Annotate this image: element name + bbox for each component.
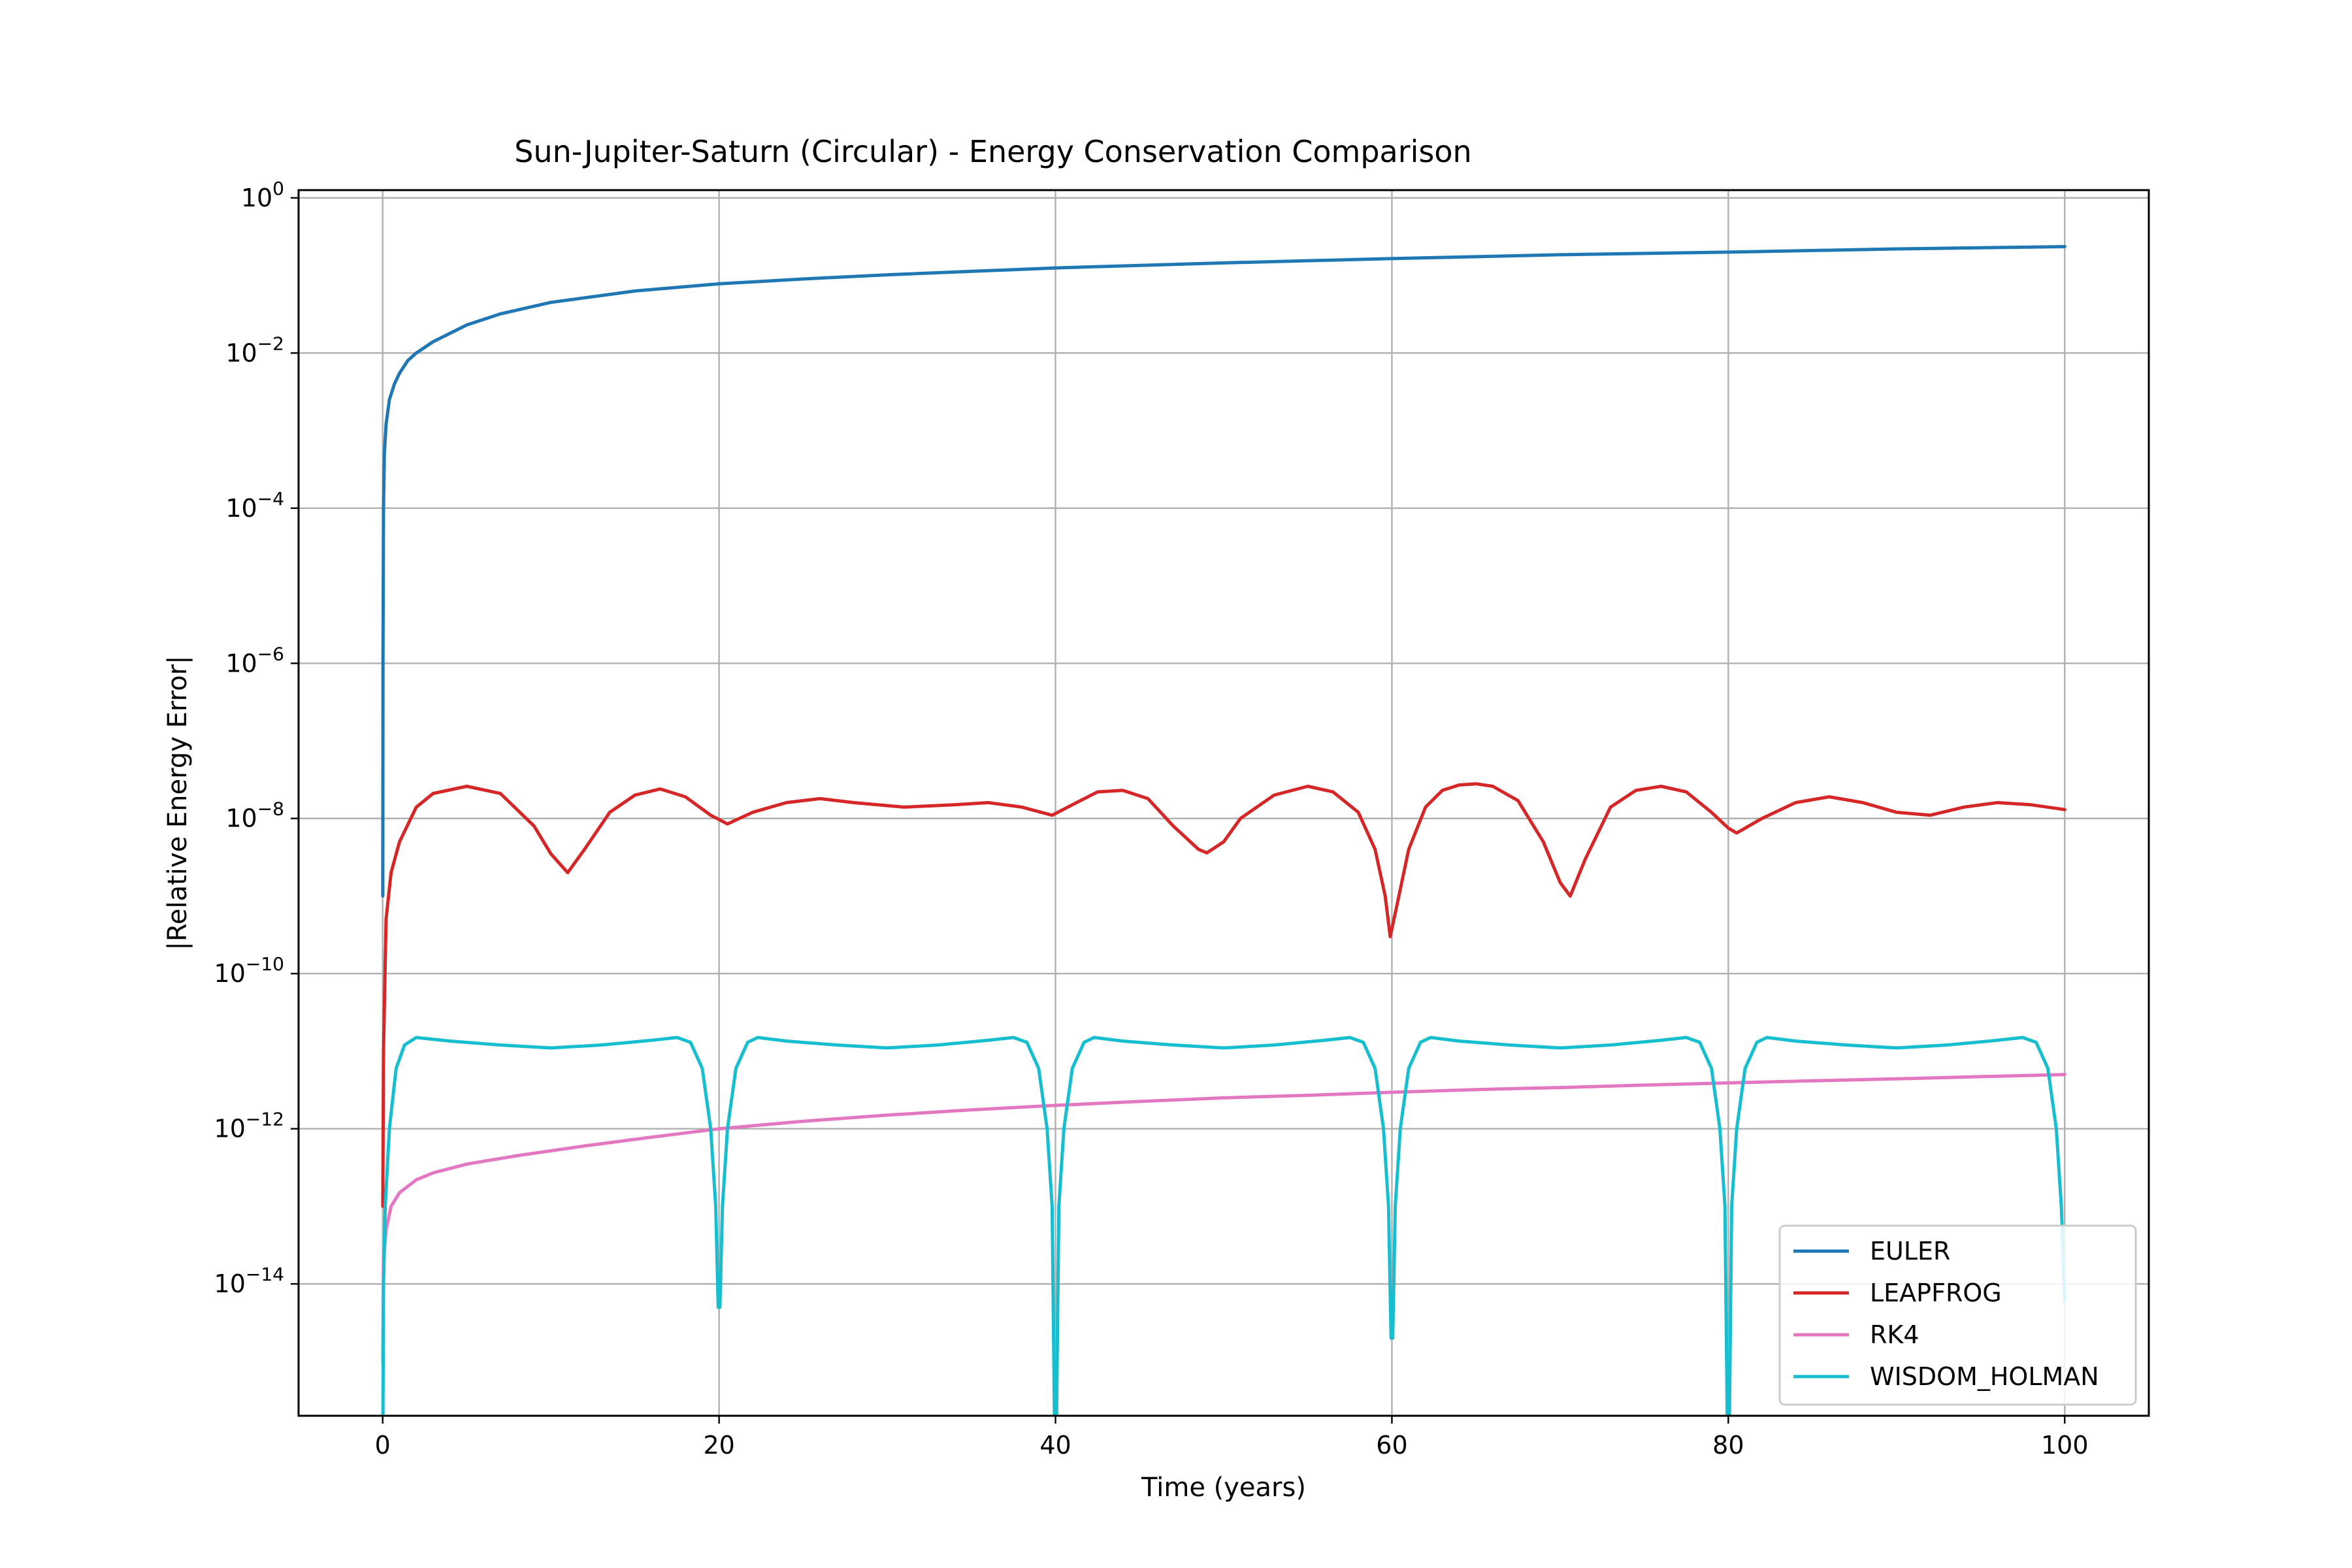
chart-title: Sun-Jupiter-Saturn (Circular) - Energy C…	[514, 134, 1471, 169]
x-tick-label: 20	[703, 1431, 734, 1460]
x-axis-ticks: 0 20 40 60 80 100	[375, 1416, 2089, 1460]
series-line-euler	[381, 245, 2066, 898]
plot-frame	[297, 189, 2150, 1417]
series-line-leapfrog	[381, 782, 2066, 1208]
y-tick-base: 10	[214, 1115, 246, 1143]
y-tick-exponent: 0	[272, 178, 284, 199]
y-tick-base: 10	[214, 1269, 246, 1298]
y-tick-base: 10	[225, 338, 257, 367]
legend-box	[1778, 1224, 2137, 1406]
series-line-rk4	[381, 1073, 2066, 1364]
y-tick-exponent: −6	[257, 643, 284, 664]
y-tick-base: 10	[225, 649, 257, 678]
y-tick-exponent: −2	[257, 333, 284, 354]
legend: EULER LEAPFROG RK4 WISDOM_HOLMAN	[1778, 1224, 2137, 1406]
y-tick-exponent: −12	[246, 1109, 284, 1130]
legend-label: RK4	[1870, 1320, 1919, 1349]
y-tick-label: 10−6	[225, 643, 284, 678]
y-tick-label: 100	[241, 178, 284, 212]
y-tick-label: 10−14	[214, 1264, 284, 1298]
y-tick-label: 10−12	[214, 1109, 284, 1143]
y-tick-label: 10−10	[214, 953, 284, 988]
grid-lines	[299, 190, 2149, 1416]
y-tick-base: 10	[241, 184, 272, 212]
legend-label: LEAPFROG	[1870, 1279, 2002, 1307]
x-tick-label: 60	[1376, 1431, 1407, 1460]
y-tick-label: 10−2	[225, 333, 284, 367]
legend-label: EULER	[1870, 1237, 1950, 1266]
y-tick-label: 10−8	[225, 798, 284, 833]
y-tick-exponent: −10	[246, 953, 284, 975]
y-tick-exponent: −4	[257, 488, 284, 510]
series-line-wisdom-holman	[381, 1036, 2066, 1416]
x-tick-label: 0	[375, 1431, 391, 1460]
y-tick-exponent: −14	[246, 1264, 284, 1285]
y-tick-label: 10−4	[225, 488, 284, 523]
y-axis-label: |Relative Energy Error|	[163, 655, 193, 950]
x-tick-label: 40	[1039, 1431, 1071, 1460]
y-tick-base: 10	[225, 494, 257, 523]
y-tick-base: 10	[214, 959, 246, 988]
x-tick-label: 80	[1712, 1431, 1744, 1460]
y-tick-exponent: −8	[257, 798, 284, 820]
y-tick-base: 10	[225, 804, 257, 833]
x-axis-label: Time (years)	[1141, 1473, 1306, 1503]
series-lines	[381, 245, 2066, 1416]
legend-label: WISDOM_HOLMAN	[1870, 1362, 2099, 1391]
x-tick-label: 100	[2041, 1431, 2089, 1460]
plot-area: 0 20 40 60 80 100 10010−210−410−610−810−1010−…	[214, 178, 2150, 1460]
